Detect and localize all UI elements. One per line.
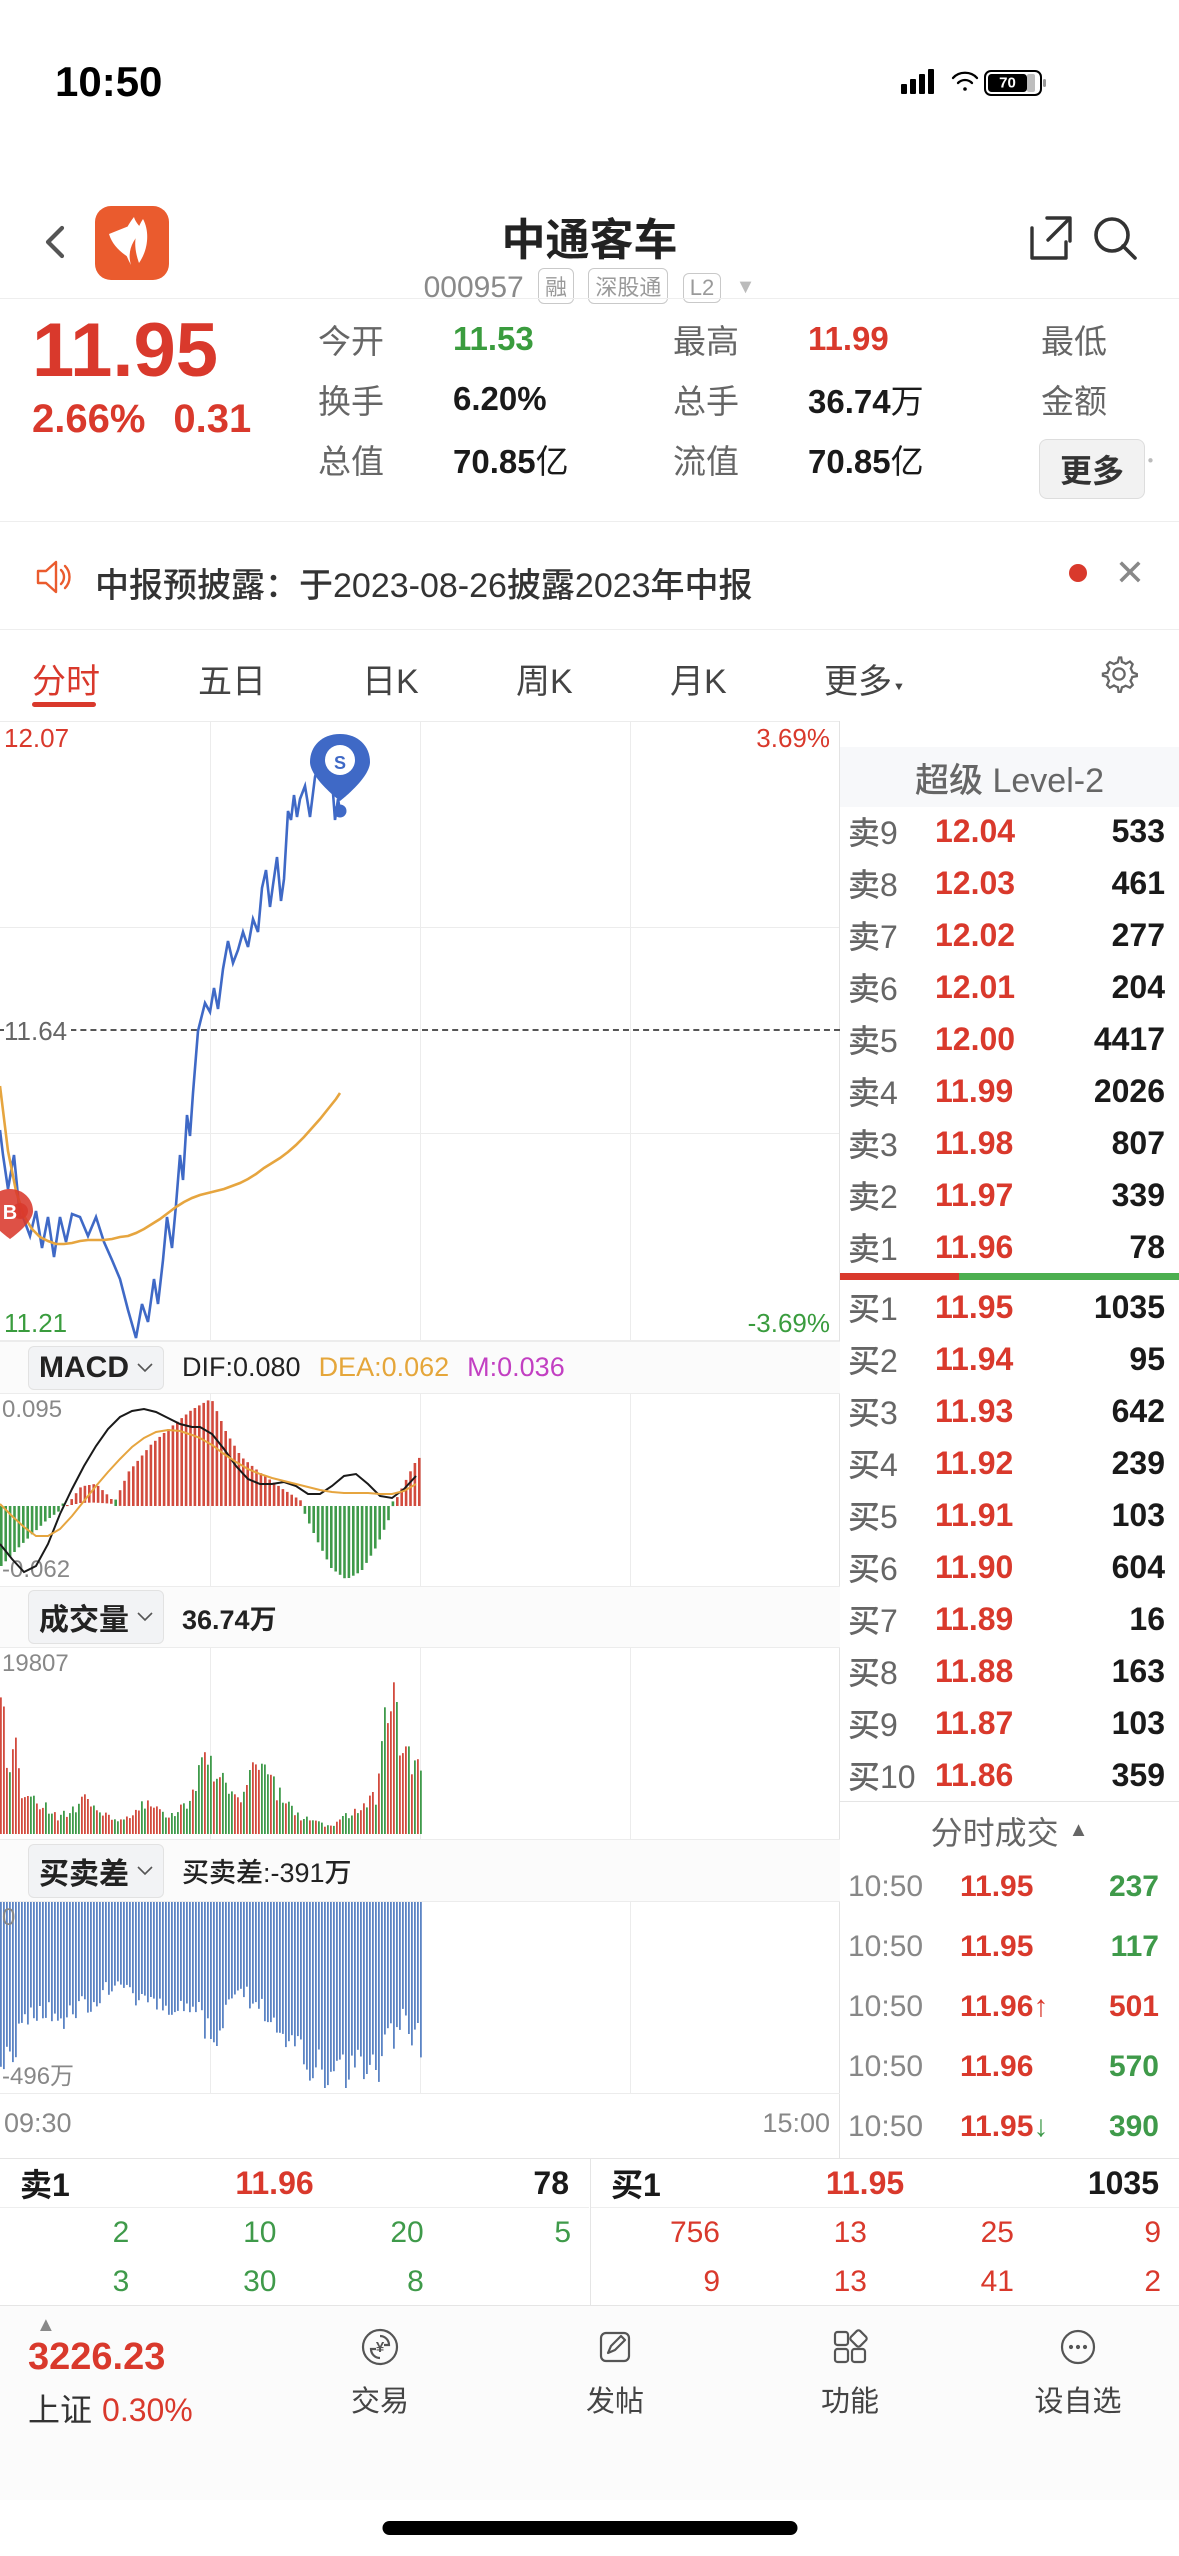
svg-text:B: B — [3, 1202, 17, 1224]
svg-text:S: S — [334, 753, 346, 773]
svg-text:70: 70 — [999, 75, 1016, 92]
svg-text:¥: ¥ — [376, 2339, 385, 2356]
